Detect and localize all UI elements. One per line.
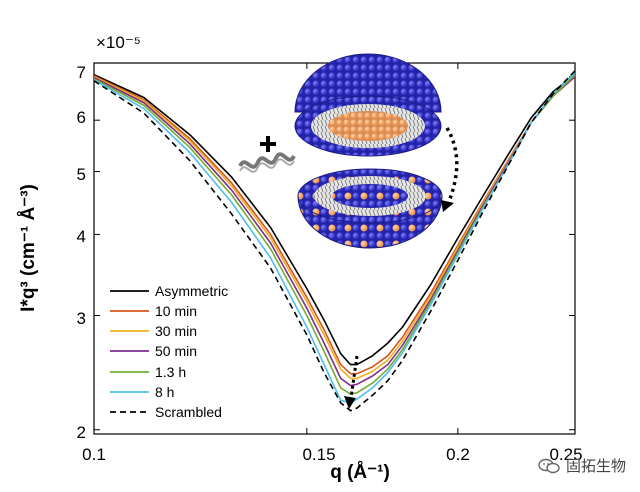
x-tick-label-3: 0.25 (549, 445, 582, 464)
legend-label-scrambled: Scrambled (155, 404, 222, 420)
series-line-30-min (94, 75, 575, 380)
plus-sign (260, 136, 276, 152)
series-line-asymmetric (94, 73, 575, 366)
legend-label-10min: 10 min (155, 303, 197, 319)
y-exponent-label: ×10⁻⁵ (96, 33, 141, 52)
legend: Asymmetric 10 min 30 min 50 min 1.3 h 8 … (102, 283, 247, 424)
legend-label-30min: 30 min (155, 323, 197, 339)
watermark: 固拓生物 (538, 455, 626, 476)
legend-label-50min: 50 min (155, 343, 197, 359)
y-axis-title: I*q³ (cm⁻¹ Å⁻³) (18, 184, 39, 312)
y-tick-label-5: 5 (77, 165, 86, 184)
legend-label-asymmetric: Asymmetric (155, 283, 228, 299)
wechat-icon (538, 458, 560, 473)
legend-box (102, 283, 247, 424)
legend-label-8h: 8 h (155, 384, 174, 400)
y-tick-label-7: 7 (77, 63, 86, 82)
legend-label-1-3h: 1.3 h (155, 364, 186, 380)
x-tick-label-0: 0.1 (82, 445, 106, 464)
series-layer (94, 70, 575, 412)
y-tick-label-3: 3 (77, 309, 86, 328)
transition-arrow (445, 127, 459, 205)
minimum-marker-arrowhead (344, 396, 356, 409)
top-vesicle-hemisphere (294, 53, 442, 157)
series-line-50-min (94, 76, 575, 387)
series-line-scrambled (94, 70, 575, 412)
peptide-helix-icon (238, 152, 296, 173)
transition-arrowhead (441, 200, 454, 212)
vesicle-illustration (238, 53, 459, 249)
y-tick-label-2: 2 (77, 423, 86, 442)
x-tick-label-2: 0.2 (446, 445, 470, 464)
x-tick-label-1: 0.15 (302, 445, 335, 464)
y-tick-label-6: 6 (77, 108, 86, 127)
x-axis-title: q (Å⁻¹) (330, 462, 390, 483)
bottom-vesicle-hemisphere (297, 168, 443, 249)
y-tick-label-4: 4 (77, 227, 86, 246)
minimum-marker-line (349, 355, 359, 399)
watermark-text: 固拓生物 (565, 457, 626, 475)
